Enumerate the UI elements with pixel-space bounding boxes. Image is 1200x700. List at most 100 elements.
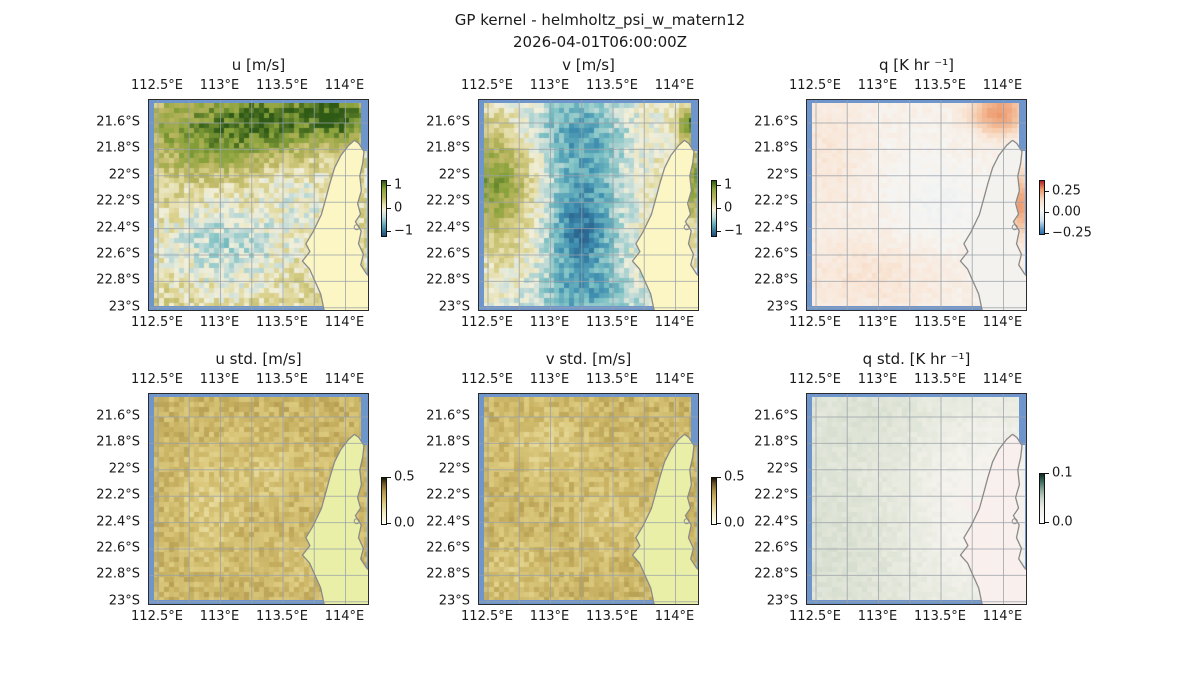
x-tick-label-top: 114°E xyxy=(324,372,365,387)
colorbar-tick xyxy=(387,523,391,524)
colorbar-tick xyxy=(1045,522,1049,523)
x-tick-label-bottom: 112.5°E xyxy=(789,609,841,624)
y-tick-label: 23°S xyxy=(766,593,798,609)
x-tick-label-bottom: 114°E xyxy=(324,315,365,330)
q-std-title: q std. [K hr ⁻¹] xyxy=(862,350,971,368)
y-tick-label: 22°S xyxy=(438,167,470,183)
y-tick-label: 22.2°S xyxy=(96,487,140,503)
x-tick-label-top: 113°E xyxy=(529,78,570,93)
colorbar-tick-label: 0.0 xyxy=(394,515,415,531)
y-tick-label: 22.8°S xyxy=(426,272,470,288)
colorbar-tick xyxy=(717,477,721,478)
x-tick-label-top: 114°E xyxy=(654,372,695,387)
y-tick-label: 22°S xyxy=(438,461,470,477)
panel-q-mean: q [K hr ⁻¹] 112.5°E 113°E 113.5°E 114°E 112.5… xyxy=(754,56,1092,330)
y-tick-label: 21.6°S xyxy=(96,114,140,130)
x-tick-label-top: 113.5°E xyxy=(256,372,308,387)
y-tick-label: 21.6°S xyxy=(754,408,798,424)
colorbar-tick-label: 0.00 xyxy=(1052,204,1081,220)
x-tick-label-bottom: 113.5°E xyxy=(914,315,966,330)
x-tick-label-bottom: 114°E xyxy=(324,609,365,624)
colorbar-tick xyxy=(717,207,721,209)
ocean-corner-patch xyxy=(1019,103,1026,151)
y-tick-label: 21.8°S xyxy=(96,434,140,450)
map-overlay xyxy=(807,100,1026,310)
y-tick-label: 21.8°S xyxy=(96,140,140,156)
x-tick-label-bottom: 114°E xyxy=(982,609,1023,624)
y-tick-label: 21.6°S xyxy=(754,114,798,130)
coastline-east xyxy=(1012,139,1026,277)
x-tick-label-top: 113°E xyxy=(857,372,898,387)
u-std-title: u std. [m/s] xyxy=(215,350,302,368)
y-tick-label: 22.6°S xyxy=(96,246,140,262)
coastline-west xyxy=(631,433,685,604)
y-tick-label: 23°S xyxy=(108,299,140,315)
x-tick-label-top: 113°E xyxy=(529,372,570,387)
land-polygon xyxy=(302,140,368,310)
land-polygon xyxy=(632,140,698,310)
panel-u-std: u std. [m/s] 112.5°E 113°E 113.5°E 114°E 112.… xyxy=(96,350,414,624)
y-tick-label: 21.6°S xyxy=(426,408,470,424)
y-tick-label: 22°S xyxy=(766,461,798,477)
x-tick-label-bottom: 114°E xyxy=(654,609,695,624)
x-tick-label-bottom: 113.5°E xyxy=(256,315,308,330)
x-tick-label-bottom: 114°E xyxy=(654,315,695,330)
y-tick-label: 22.8°S xyxy=(96,566,140,582)
y-tick-label: 22.8°S xyxy=(754,566,798,582)
x-tick-label-top: 112.5°E xyxy=(131,78,183,93)
y-tick-label: 23°S xyxy=(438,593,470,609)
y-tick-label: 23°S xyxy=(438,299,470,315)
x-tick-label-top: 112.5°E xyxy=(131,372,183,387)
colorbar-tick xyxy=(1045,190,1049,192)
panel-q-std: q std. [K hr ⁻¹] 112.5°E 113°E 113.5°E 114°E… xyxy=(754,350,1072,624)
coastline-west xyxy=(631,139,685,310)
colorbar-tick xyxy=(387,184,391,186)
y-tick-label: 22.4°S xyxy=(754,220,798,236)
y-tick-label: 22.6°S xyxy=(426,246,470,262)
colorbar-tick-label: 0.25 xyxy=(1052,183,1081,199)
x-tick-label-top: 114°E xyxy=(324,78,365,93)
colorbar-v-mean xyxy=(711,180,717,237)
land-polygon xyxy=(632,434,698,604)
ocean-corner-patch xyxy=(691,103,698,151)
y-tick-label: 22.8°S xyxy=(754,272,798,288)
coastline-east xyxy=(354,139,368,277)
x-tick-label-bottom: 112.5°E xyxy=(461,609,513,624)
coastline-east xyxy=(684,433,698,571)
y-tick-label: 21.8°S xyxy=(754,434,798,450)
y-tick-label: 22.6°S xyxy=(426,540,470,556)
v-std-title: v std. [m/s] xyxy=(545,350,632,368)
coastline-east xyxy=(684,139,698,277)
x-tick-label-bottom: 113.5°E xyxy=(914,609,966,624)
coastline-east xyxy=(1012,433,1026,571)
x-tick-label-bottom: 113.5°E xyxy=(586,609,638,624)
map-overlay xyxy=(479,394,698,604)
y-tick-label: 22.4°S xyxy=(426,220,470,236)
x-tick-label-top: 113.5°E xyxy=(586,372,638,387)
x-tick-label-top: 113.5°E xyxy=(914,372,966,387)
colorbar-tick xyxy=(717,184,721,186)
x-tick-label-bottom: 113.5°E xyxy=(586,315,638,330)
colorbar-tick-label: 0.1 xyxy=(1052,465,1073,481)
panel-v-std: v std. [m/s] 112.5°E 113°E 113.5°E 114°E 112.… xyxy=(426,350,744,624)
y-tick-label: 21.6°S xyxy=(426,114,470,130)
map-u-mean xyxy=(148,99,369,311)
x-tick-label-bottom: 113°E xyxy=(857,609,898,624)
colorbar-q-std xyxy=(1039,473,1045,524)
x-tick-label-top: 113°E xyxy=(199,372,240,387)
y-tick-label: 22.6°S xyxy=(754,246,798,262)
y-tick-label: 22.2°S xyxy=(754,193,798,209)
x-tick-label-bottom: 112.5°E xyxy=(131,609,183,624)
colorbar-tick-label: 0.5 xyxy=(724,469,745,485)
x-tick-label-bottom: 113°E xyxy=(857,315,898,330)
map-u-std xyxy=(148,393,369,605)
colorbar-tick xyxy=(1045,473,1049,474)
land-polygon xyxy=(960,140,1026,310)
colorbar-tick xyxy=(387,477,391,478)
y-tick-label: 22.4°S xyxy=(754,514,798,530)
x-tick-label-top: 113.5°E xyxy=(256,78,308,93)
y-tick-label: 22°S xyxy=(766,167,798,183)
x-tick-label-bottom: 113.5°E xyxy=(256,609,308,624)
x-tick-label-bottom: 114°E xyxy=(982,315,1023,330)
coastline-east xyxy=(354,433,368,571)
